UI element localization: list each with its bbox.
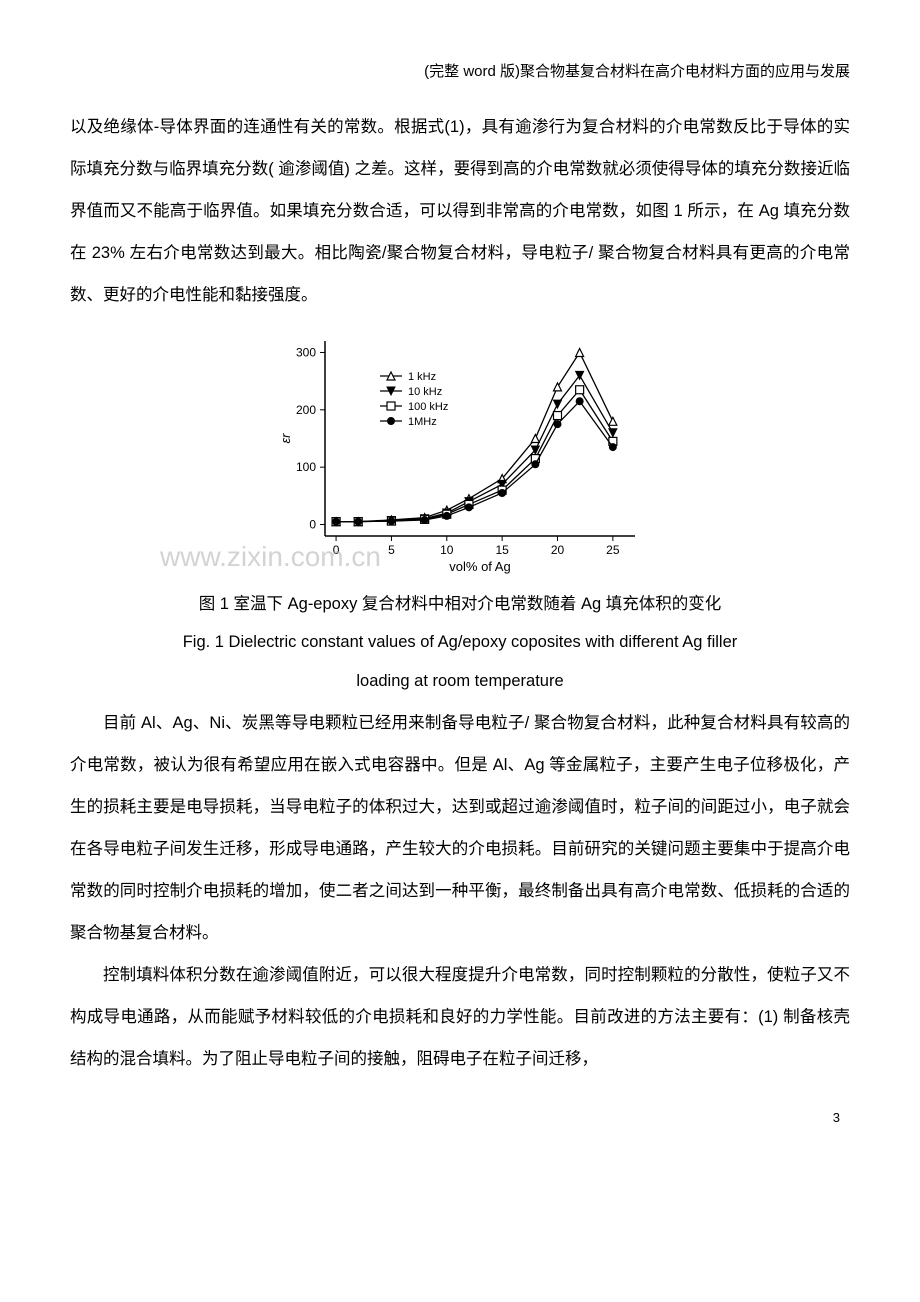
- svg-text:20: 20: [551, 543, 565, 557]
- svg-text:εr: εr: [278, 433, 293, 444]
- page-header: (完整 word 版)聚合物基复合材料在高介电材料方面的应用与发展: [70, 60, 850, 81]
- svg-text:200: 200: [296, 403, 316, 417]
- svg-text:100: 100: [296, 460, 316, 474]
- svg-text:100 kHz: 100 kHz: [408, 401, 448, 413]
- figure-caption-cn: 图 1 室温下 Ag-epoxy 复合材料中相对介电常数随着 Ag 填充体积的变…: [70, 586, 850, 622]
- svg-text:0: 0: [333, 543, 340, 557]
- figure-1: 0 100 200 300 0 5 10 15 20 25 vol% of Ag εr 1 kHz 10 …: [70, 326, 850, 581]
- paragraph-1: 以及绝缘体-导体界面的连通性有关的常数。根据式(1)，具有逾渗行为复合材料的介电…: [70, 106, 850, 316]
- svg-text:300: 300: [296, 346, 316, 360]
- figure-caption-en-line2: loading at room temperature: [90, 662, 830, 702]
- svg-text:1MHz: 1MHz: [408, 416, 437, 428]
- svg-text:15: 15: [495, 543, 509, 557]
- svg-text:1 kHz: 1 kHz: [408, 371, 436, 383]
- paragraph-2: 目前 Al、Ag、Ni、炭黑等导电颗粒已经用来制备导电粒子/ 聚合物复合材料，此…: [70, 702, 850, 954]
- document-page: (完整 word 版)聚合物基复合材料在高介电材料方面的应用与发展 以及绝缘体-…: [0, 0, 920, 1165]
- chart-svg: 0 100 200 300 0 5 10 15 20 25 vol% of Ag εr 1 kHz 10 …: [270, 326, 650, 576]
- svg-text:25: 25: [606, 543, 620, 557]
- figure-caption-en-line1: Fig. 1 Dielectric constant values of Ag/…: [90, 623, 830, 663]
- page-number: 3: [70, 1110, 850, 1125]
- svg-text:10 kHz: 10 kHz: [408, 386, 442, 398]
- svg-text:0: 0: [309, 518, 316, 532]
- svg-text:vol% of Ag: vol% of Ag: [449, 559, 510, 574]
- paragraph-3: 控制填料体积分数在逾渗阈值附近，可以很大程度提升介电常数，同时控制颗粒的分散性，…: [70, 954, 850, 1080]
- svg-text:5: 5: [388, 543, 395, 557]
- svg-text:10: 10: [440, 543, 454, 557]
